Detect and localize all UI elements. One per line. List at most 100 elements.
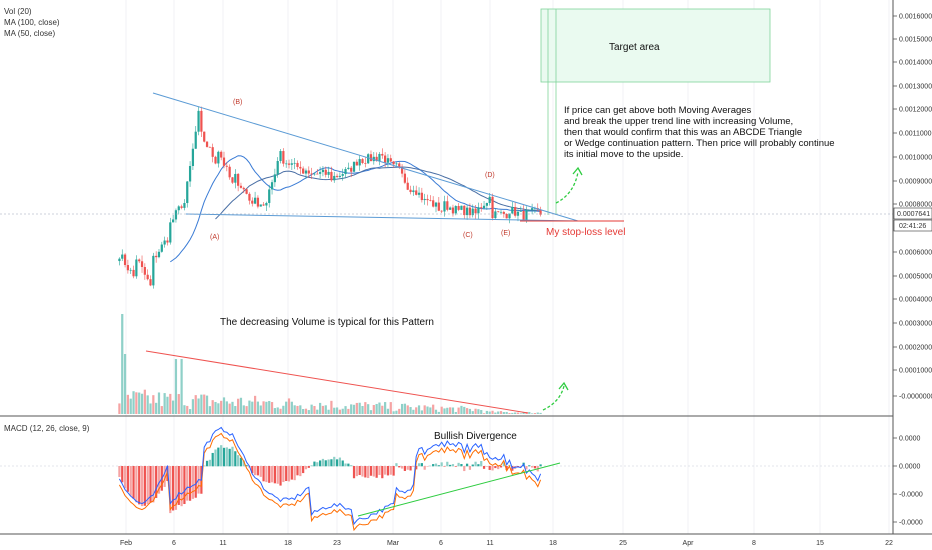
volume-bar [143,389,146,414]
macd-histogram-bar [282,466,285,483]
time-tick-label: 8 [752,540,756,547]
candle-body [400,167,404,174]
macd-histogram-bar [318,460,322,467]
candle-body [220,151,223,158]
macd-histogram-bar [180,466,183,507]
macd-histogram-bar [355,466,358,477]
volume-bar [220,400,223,414]
price-tick-label: 0.0008000 [899,202,932,209]
candle-body [214,156,217,164]
volume-bar [502,412,505,414]
macd-histogram-bar [276,466,279,484]
candle-body [146,274,149,280]
macd-histogram-bar [381,466,384,479]
volume-bar [231,401,234,414]
volume-bar [485,410,488,414]
macd-histogram-bar [465,463,469,467]
volume-bar [457,407,460,414]
macd-histogram-bar [222,447,226,467]
macd-histogram-bar [384,466,387,475]
lower-trendline [185,213,579,222]
candle-body [403,173,407,183]
volume-bar [174,359,178,414]
macd-histogram-bar [451,464,455,467]
volume-bar [287,398,291,414]
candle-body [279,151,282,162]
volume-bar [417,405,421,414]
macd-histogram-bar [361,466,364,477]
volume-bar [350,404,353,414]
volume-bar [338,409,342,414]
volume-note: The decreasing Volume is typical for thi… [220,317,434,328]
macd-histogram-bar [268,466,271,483]
volume-bar [304,408,308,414]
macd-histogram-bar [358,466,361,476]
candle-body [457,206,460,210]
candle-body [239,185,243,188]
candle-body [449,207,452,210]
candle-body [519,211,522,212]
macd-histogram-bar [395,463,398,467]
volume-bar [508,412,511,414]
candle-body [172,219,175,223]
candle-body [463,205,466,216]
candle-body [282,151,285,164]
legend-ma100: MA (100, close) [4,18,60,27]
candle-body [287,163,291,165]
candle-body [465,207,469,216]
volume-arrow [542,385,565,411]
macd-histogram-bar [214,449,217,467]
time-tick-label: 25 [619,540,627,547]
candle-body [429,200,432,201]
macd-histogram-bar [265,466,268,483]
volume-bar [341,408,344,414]
macd-histogram-bar [434,463,438,467]
candle-body [268,189,271,203]
price-tick-label: 0.0005000 [899,274,932,281]
candle-body [242,187,245,190]
volume-bar [135,392,138,414]
candle-body [434,202,438,207]
volume-bar [530,413,534,414]
volume-bar [415,407,418,414]
candle-body [208,146,211,148]
candle-body [152,255,155,286]
target-area-box [540,8,771,83]
candle-body [443,201,446,212]
candle-body [412,190,415,193]
volume-bar [386,408,390,414]
target-area-label: Target area [609,42,660,53]
macd-histogram-bar [364,466,367,478]
macd-histogram-bar [228,448,231,467]
volume-bar [242,405,245,414]
countdown-tag [893,219,932,232]
macd-histogram-bar [299,466,302,477]
volume-bar [364,402,367,414]
volume-bar [451,407,455,414]
time-tick-label: Mar [387,540,400,547]
candle-body [454,206,457,214]
macd-histogram-bar [285,466,288,481]
volume-bar [378,402,381,414]
macd-histogram-bar [406,466,409,470]
note-line-4: or Wedge continuation pattern. Then pric… [564,138,835,149]
candle-body [121,254,124,259]
candle-body [132,269,135,277]
candle-body [494,211,497,219]
macd-histogram-bar [316,462,319,467]
wave-label-e: (E) [501,230,510,237]
volume-bar [403,403,407,414]
time-tick-label: 6 [172,540,176,547]
volume-bar [140,393,144,414]
candle-body [324,169,327,175]
candle-body [491,196,494,219]
ma100-line [215,166,541,220]
candle-body [222,157,226,166]
macd-histogram-bar [341,460,344,467]
upper-trendline [152,92,579,222]
volume-bar [302,409,305,414]
macd-histogram-bar [398,466,401,468]
macd-histogram-bar [528,465,531,467]
price-candles [118,106,542,289]
